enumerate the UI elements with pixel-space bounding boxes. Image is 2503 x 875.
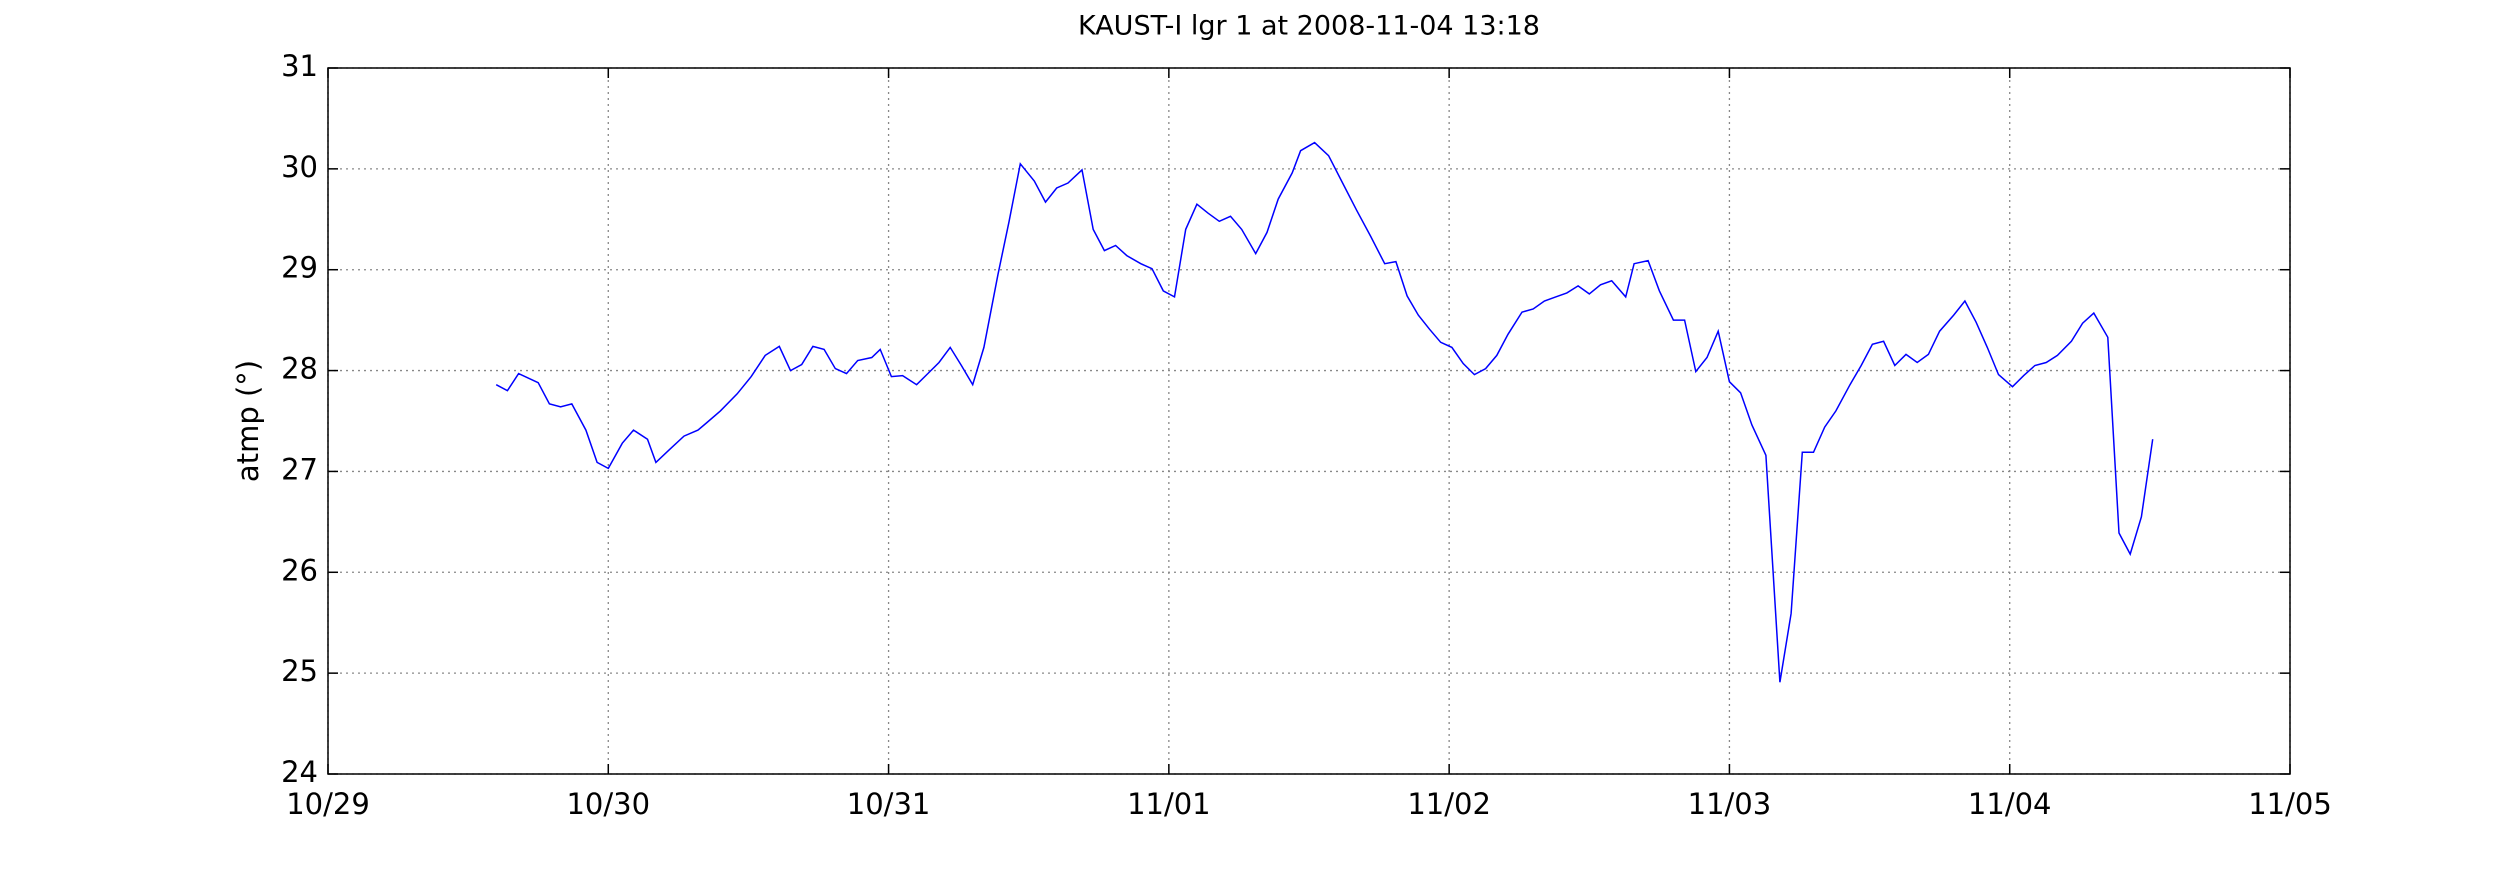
- x-tick-label: 10/30: [566, 787, 650, 821]
- y-tick-label: 29: [281, 251, 318, 285]
- plot-frame: [327, 67, 2291, 775]
- chart-title: KAUST-I lgr 1 at 2008-11-04 13:18: [1078, 11, 1540, 42]
- x-tick-label: 11/03: [1688, 787, 1772, 821]
- x-tick-label: 11/02: [1407, 787, 1491, 821]
- x-tick-label: 11/05: [2248, 787, 2332, 821]
- y-tick-label: 24: [281, 755, 318, 789]
- x-tick-label: 10/31: [847, 787, 931, 821]
- y-tick-label: 25: [281, 654, 318, 688]
- y-tick-label: 31: [281, 49, 318, 83]
- y-tick-label: 28: [281, 352, 318, 386]
- y-tick-label: 26: [281, 553, 318, 587]
- y-axis-label: atmp (°): [231, 360, 265, 482]
- x-tick-label: 10/29: [286, 787, 370, 821]
- y-tick-label: 30: [281, 150, 318, 184]
- x-tick-label: 11/01: [1127, 787, 1211, 821]
- y-tick-label: 27: [281, 452, 318, 486]
- x-tick-label: 11/04: [1968, 787, 2052, 821]
- data-line: [495, 141, 2154, 683]
